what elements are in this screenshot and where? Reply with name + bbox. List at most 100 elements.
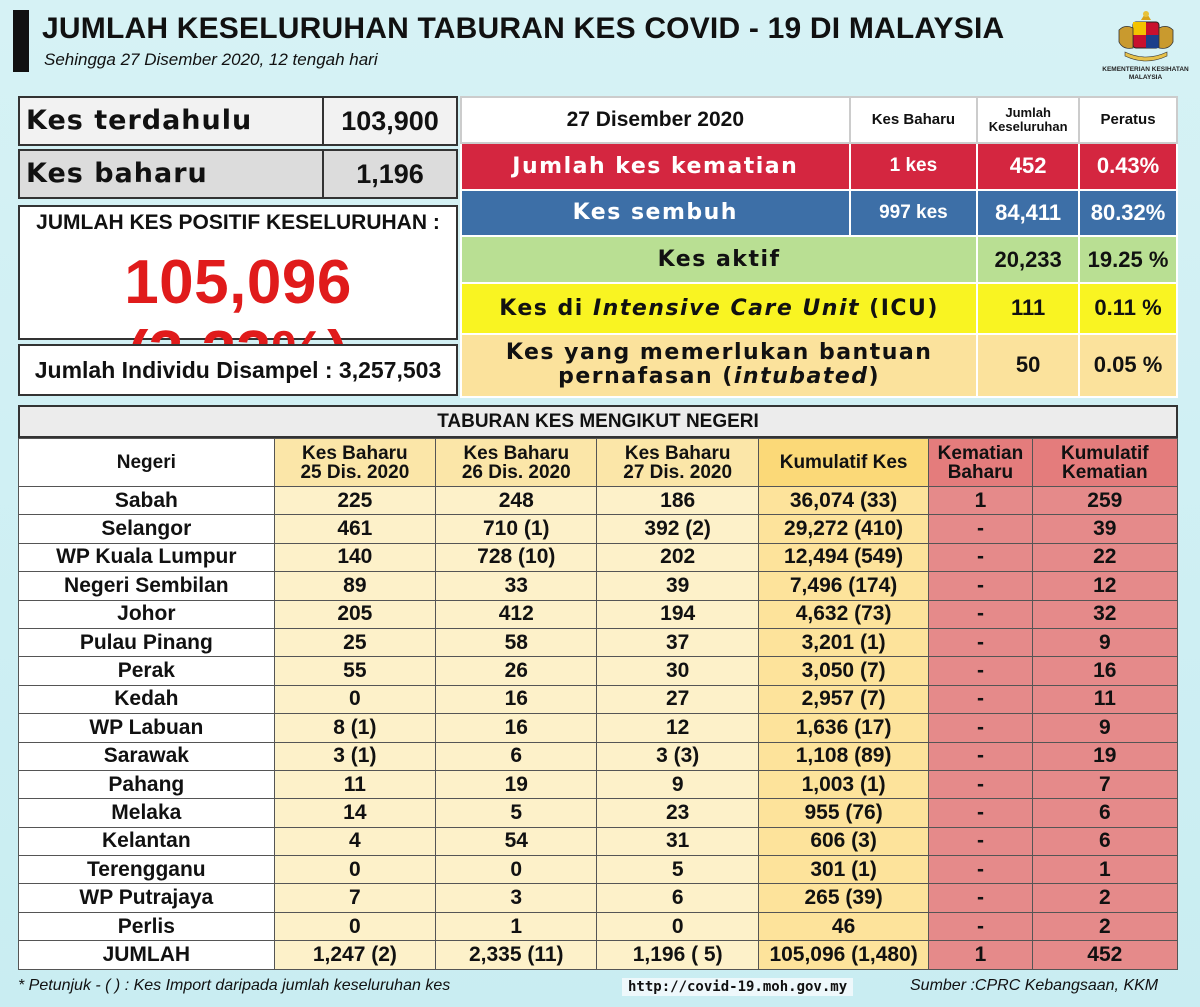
new-deaths: - [928,883,1033,913]
new-cases-27: 37 [596,627,759,658]
recovered-new: 997 kes [848,188,979,238]
status-col-new: Kes Baharu [848,96,979,144]
new-deaths: - [928,656,1033,686]
new-cases-27: 5 [596,855,759,885]
new-cases-26: 1 [435,911,598,942]
intubated-total: 50 [976,332,1081,399]
recovered-total: 84,411 [976,188,1081,238]
new-cases-27: 202 [596,542,759,573]
state-table-header-row: Negeri Kes Baharu 25 Dis. 2020 Kes Baharu… [18,438,1179,487]
previous-cases-label: Kes terdahulu [20,98,324,144]
new-deaths: - [928,741,1033,771]
cumulative-deaths: 16 [1031,656,1179,686]
new-cases-25: 1,247 (2) [273,940,437,970]
active-total: 20,233 [976,235,1081,285]
new-cases-25: 225 [273,485,437,516]
cumulative-deaths: 6 [1031,798,1179,828]
new-cases-26: 58 [435,627,598,658]
cumulative-cases: 3,050 (7) [757,656,930,686]
state-row: WP Labuan 8 (1) 16 12 1,636 (17) -9 [18,713,1179,743]
new-deaths: - [928,798,1033,828]
recovered-row: Kes sembuh 997 kes 84,411 80.32% [460,188,1178,238]
source-credit: Sumber :CPRC Kebangsaan, KKM [910,977,1159,994]
new-cases-26: 16 [435,713,598,743]
recovered-percent: 80.32% [1078,188,1178,238]
cumulative-deaths: 19 [1031,741,1179,771]
new-cases-27: 194 [596,599,759,629]
active-row: Kes aktif 20,233 19.25 % [459,235,1178,285]
page-title: JUMLAH KESELURUHAN TABURAN KES COVID - 1… [42,12,1005,45]
new-cases-26: 6 [435,741,598,771]
state-row: Sabah 225 248 186 36,074 (33) 1 259 [18,485,1179,516]
cumulative-deaths: 9 [1031,713,1179,743]
state-distribution-table: Negeri Kes Baharu 25 Dis. 2020 Kes Baharu… [18,438,1179,970]
state-name: WP Putrajaya [18,883,275,913]
cumulative-cases: 265 (39) [757,883,930,913]
state-row: Pahang 11 19 9 1,003 (1) -7 [18,769,1179,800]
state-name: JUMLAH [18,940,275,970]
case-status-table: 27 Disember 2020 Kes Baharu Jumlah Kesel… [459,96,1178,399]
total-positive-box: JUMLAH KES POSITIF KESELURUHAN : 105,096… [18,205,458,388]
cumulative-deaths: 39 [1031,514,1179,544]
new-cases-27: 392 (2) [596,514,759,544]
state-name: Kedah [18,684,275,715]
cumulative-cases: 1,108 (89) [757,741,930,771]
state-row: Kelantan 4 54 31 606 (3) -6 [18,826,1179,857]
status-header-row: 27 Disember 2020 Kes Baharu Jumlah Kesel… [460,96,1178,144]
cumulative-cases: 36,074 (33) [757,485,930,516]
new-deaths: - [928,514,1033,544]
new-cases-25: 89 [273,571,437,601]
new-cases-27: 31 [596,826,759,857]
new-cases-25: 0 [273,684,437,715]
new-deaths: - [928,627,1033,658]
new-deaths: - [928,571,1033,601]
state-name: Sarawak [18,741,275,771]
death-label: Jumlah kes kematian [460,141,851,191]
icu-row: Kes di Intensive Care Unit (ICU) 111 0.1… [459,282,1178,335]
cumulative-deaths: 12 [1031,571,1179,601]
state-name: Pahang [18,769,275,800]
new-cases-25: 4 [273,826,437,857]
state-name: Terengganu [18,855,275,885]
state-row: Johor 205 412 194 4,632 (73) -32 [18,599,1179,629]
previous-cases-row: Kes terdahulu 103,900 [18,96,458,146]
logo-caption: KEMENTERIAN KESIHATAN MALAYSIA [1102,66,1189,81]
active-percent: 19.25 % [1078,235,1178,285]
death-row: Jumlah kes kematian 1 kes 452 0.43% [460,141,1178,191]
status-date: 27 Disember 2020 [460,96,851,144]
new-deaths: - [928,599,1033,629]
icu-percent: 0.11 % [1078,282,1178,335]
new-deaths: - [928,911,1033,942]
state-row: Terengganu 0 0 5 301 (1) -1 [18,855,1179,885]
new-cases-27: 39 [596,571,759,601]
state-name: Negeri Sembilan [18,571,275,601]
source-url-link[interactable]: http://covid-19.moh.gov.my [622,978,854,996]
cumulative-deaths: 22 [1031,542,1179,573]
death-total: 452 [976,141,1081,191]
new-cases-26: 16 [435,684,598,715]
col-new-27: Kes Baharu 27 Dis. 2020 [596,438,759,487]
new-cases-27: 1,196 ( 5) [596,940,759,970]
state-name: WP Labuan [18,713,275,743]
state-row: WP Putrajaya 7 3 6 265 (39) -2 [18,883,1179,913]
cumulative-cases: 105,096 (1,480) [757,940,930,970]
new-cases-label: Kes baharu [20,151,324,197]
state-table-title: TABURAN KES MENGIKUT NEGERI [18,405,1178,438]
cumulative-cases: 1,636 (17) [757,713,930,743]
total-row: JUMLAH 1,247 (2) 2,335 (11) 1,196 ( 5) 105,0… [18,940,1179,970]
cumulative-cases: 2,957 (7) [757,684,930,715]
intubated-label: Kes yang memerlukan bantuan pernafasan (… [459,332,979,399]
cumulative-deaths: 2 [1031,911,1179,942]
new-cases-27: 3 (3) [596,741,759,771]
state-row: Pulau Pinang 25 58 37 3,201 (1) -9 [18,627,1179,658]
cumulative-cases: 7,496 (174) [757,571,930,601]
new-cases-26: 2,335 (11) [435,940,598,970]
col-cumulative: Kumulatif Kes [757,438,930,487]
icu-total: 111 [976,282,1081,335]
previous-cases-value: 103,900 [341,106,439,136]
new-cases-27: 0 [596,911,759,942]
sampled-individuals-text: Jumlah Individu Disampel : 3,257,503 [34,357,442,383]
new-deaths: - [928,826,1033,857]
new-cases-27: 12 [596,713,759,743]
new-cases-27: 30 [596,656,759,686]
